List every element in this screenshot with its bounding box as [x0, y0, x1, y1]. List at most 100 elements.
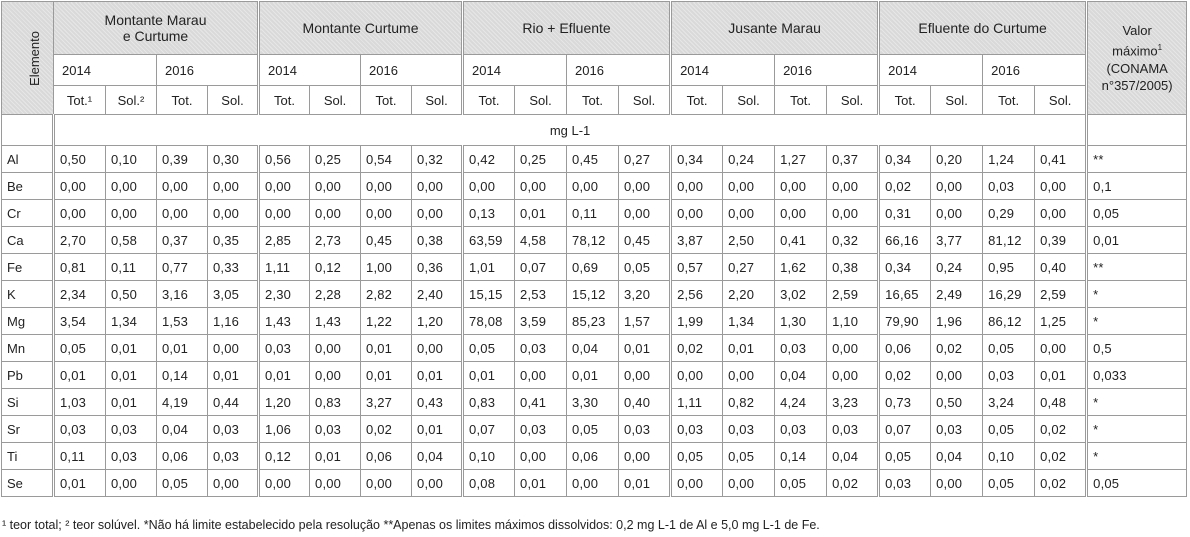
value-cell: 1,34 [722, 307, 776, 335]
value-cell: 1,62 [774, 253, 828, 281]
value-cell: 0,14 [774, 442, 828, 470]
value-cell: 4,58 [514, 226, 568, 254]
value-cell: 0,00 [105, 199, 157, 227]
value-cell: 78,12 [566, 226, 620, 254]
value-cell: 0,00 [618, 442, 672, 470]
max-value-cell: 0,033 [1085, 361, 1188, 389]
group-header: Montante Marau e Curtume [52, 1, 260, 55]
value-cell: 0,27 [722, 253, 776, 281]
value-cell: 0,02 [1034, 469, 1088, 497]
table-row: Al 0,50 0,10 0,39 0,30 0,56 0,25 0,54 0,32 0,42 0,… [1, 145, 1188, 173]
value-cell: 1,11 [669, 388, 724, 416]
max-value-cell: 0,01 [1085, 226, 1188, 254]
value-cell: 0,32 [411, 145, 464, 173]
value-cell: 0,05 [982, 334, 1036, 362]
value-cell: 0,41 [774, 226, 828, 254]
value-cell: 0,50 [105, 280, 157, 308]
value-cell: 0,00 [309, 469, 362, 497]
value-cell: 0,31 [877, 199, 932, 227]
value-cell: 0,05 [156, 469, 208, 497]
value-cell: 0,01 [461, 361, 516, 389]
value-cell: 3,30 [566, 388, 620, 416]
value-cell: 0,06 [156, 442, 208, 470]
table-row: Mn 0,05 0,01 0,01 0,00 0,03 0,00 0,01 0,00 0,05 0,… [1, 334, 1188, 362]
value-cell: 0,00 [774, 199, 828, 227]
element-label: Ca [1, 226, 54, 254]
subheader-soluble: Sol. [309, 85, 362, 115]
value-cell: 0,00 [461, 172, 516, 200]
value-cell: 0,04 [566, 334, 620, 362]
value-cell: 1,27 [774, 145, 828, 173]
value-cell: 0,01 [105, 361, 157, 389]
value-cell: 0,01 [514, 469, 568, 497]
value-cell: 0,48 [1034, 388, 1088, 416]
value-cell: 0,00 [309, 361, 362, 389]
value-cell: 15,12 [566, 280, 620, 308]
value-cell: 0,00 [1034, 172, 1088, 200]
value-cell: 1,01 [461, 253, 516, 281]
table-row: Mg 3,54 1,34 1,53 1,16 1,43 1,43 1,22 1,20 78,08 3… [1, 307, 1188, 335]
value-cell: 0,06 [566, 442, 620, 470]
value-cell: 0,11 [52, 442, 106, 470]
value-cell: 0,00 [722, 172, 776, 200]
max-value-cell: * [1085, 388, 1188, 416]
value-cell: 0,00 [669, 172, 724, 200]
value-cell: 0,35 [206, 226, 260, 254]
value-cell: 0,02 [930, 334, 984, 362]
value-cell: 0,00 [930, 469, 984, 497]
value-cell: 0,01 [206, 361, 260, 389]
value-cell: 63,59 [461, 226, 516, 254]
data-table: Elemento Montante Marau e Curtume Montant… [1, 1, 1188, 497]
value-cell: 0,41 [514, 388, 568, 416]
value-cell: 1,96 [930, 307, 984, 335]
year-header: 2014 [257, 54, 362, 86]
value-cell: 2,59 [1034, 280, 1088, 308]
subheader-soluble: Sol. [826, 85, 880, 115]
value-cell: 0,03 [669, 415, 724, 443]
value-cell: 0,95 [982, 253, 1036, 281]
value-cell: 0,34 [877, 145, 932, 173]
year-header: 2014 [461, 54, 568, 86]
value-cell: 0,01 [514, 199, 568, 227]
value-cell: 1,22 [360, 307, 413, 335]
value-cell: 2,85 [257, 226, 311, 254]
value-cell: 1,20 [411, 307, 464, 335]
value-cell: 2,70 [52, 226, 106, 254]
value-cell: 0,03 [877, 469, 932, 497]
value-cell: 0,10 [105, 145, 157, 173]
value-cell: 0,69 [566, 253, 620, 281]
element-label: Se [1, 469, 54, 497]
value-cell: 0,73 [877, 388, 932, 416]
value-cell: 0,00 [618, 361, 672, 389]
value-cell: 0,01 [52, 361, 106, 389]
value-cell: 1,57 [618, 307, 672, 335]
value-cell: 2,28 [309, 280, 362, 308]
value-cell: 0,00 [411, 469, 464, 497]
value-cell: 2,82 [360, 280, 413, 308]
value-cell: 2,40 [411, 280, 464, 308]
value-cell: 2,34 [52, 280, 106, 308]
value-cell: 1,24 [982, 145, 1036, 173]
value-cell: 0,45 [566, 145, 620, 173]
value-cell: 0,24 [722, 145, 776, 173]
value-cell: 0,05 [982, 415, 1036, 443]
value-cell: 0,40 [618, 388, 672, 416]
value-cell: 1,30 [774, 307, 828, 335]
value-cell: 0,03 [826, 415, 880, 443]
value-cell: 0,50 [930, 388, 984, 416]
value-cell: 0,30 [206, 145, 260, 173]
value-cell: 0,08 [461, 469, 516, 497]
value-cell: 0,03 [309, 415, 362, 443]
value-cell: 0,00 [669, 469, 724, 497]
max-value-cell: 0,05 [1085, 469, 1188, 497]
value-cell: 2,20 [722, 280, 776, 308]
element-label: Cr [1, 199, 54, 227]
subheader-total: Tot. [257, 85, 311, 115]
value-cell: 0,04 [774, 361, 828, 389]
value-cell: 0,00 [206, 172, 260, 200]
year-header: 2016 [774, 54, 880, 86]
value-cell: 0,34 [877, 253, 932, 281]
max-value-header: Valor máximo1 (CONAMA n°357/2005) [1085, 1, 1188, 115]
value-cell: 3,59 [514, 307, 568, 335]
value-cell: 0,00 [722, 199, 776, 227]
